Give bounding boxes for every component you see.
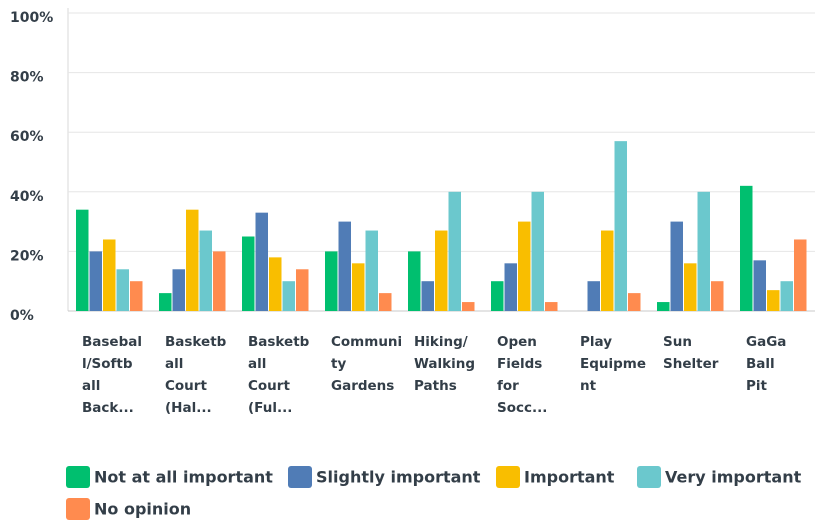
bar — [116, 269, 129, 311]
x-tick-label: Communi — [331, 334, 402, 350]
bar — [159, 293, 172, 311]
bar — [213, 251, 226, 311]
legend-swatch — [288, 466, 312, 488]
x-tick-label: Shelter — [663, 356, 719, 372]
y-tick-label: 20% — [10, 248, 44, 264]
x-tick-label: nt — [580, 378, 597, 394]
bar — [531, 191, 544, 311]
bar — [242, 236, 255, 311]
bar — [767, 290, 780, 311]
bar — [684, 263, 697, 311]
bar — [379, 293, 392, 311]
legend-swatch — [637, 466, 661, 488]
bar — [76, 209, 89, 311]
x-tick-label: all — [82, 378, 100, 394]
x-tick-label: Hiking/ — [414, 334, 468, 350]
bar — [628, 293, 641, 311]
x-tick-label: Ball — [746, 356, 775, 372]
legend-swatch — [66, 466, 90, 488]
bar — [670, 221, 683, 311]
x-tick-label: Basketb — [165, 334, 227, 350]
bar — [352, 263, 365, 311]
bar — [282, 281, 295, 311]
bar — [711, 281, 724, 311]
y-tick-label: 100% — [10, 10, 53, 26]
y-tick-label: 80% — [10, 70, 44, 86]
x-tick-label: Sun — [663, 334, 692, 350]
bar — [697, 191, 710, 311]
bar — [545, 302, 558, 311]
bar — [435, 230, 448, 311]
x-tick-label: Court — [248, 378, 290, 394]
x-tick-label: (Ful... — [248, 400, 292, 416]
x-tick-label: Court — [165, 378, 207, 394]
bar — [186, 209, 199, 311]
bar — [448, 191, 461, 311]
bar — [587, 281, 600, 311]
bar — [753, 260, 766, 311]
bar — [199, 230, 212, 311]
bar — [601, 230, 614, 311]
bar — [365, 230, 378, 311]
legend-label: Not at all important — [94, 468, 273, 487]
legend-label: Slightly important — [316, 468, 481, 487]
bar — [338, 221, 351, 311]
x-tick-label: Walking — [414, 356, 475, 372]
bar — [740, 185, 753, 311]
legend-label: No opinion — [94, 500, 191, 519]
legend-label: Important — [524, 468, 615, 487]
y-tick-label: 60% — [10, 129, 44, 145]
bar — [255, 212, 268, 311]
bar — [491, 281, 504, 311]
bar — [614, 141, 627, 311]
legend-swatch — [496, 466, 520, 488]
bar — [103, 239, 116, 311]
bar — [518, 221, 531, 311]
x-tick-label: Fields — [497, 356, 542, 372]
legend-label: Very important — [665, 468, 802, 487]
x-tick-label: Basketb — [248, 334, 310, 350]
legend-swatch — [66, 498, 90, 520]
bar — [794, 239, 807, 311]
bar — [269, 257, 282, 311]
bar — [657, 302, 670, 311]
x-tick-label: Gardens — [331, 378, 394, 394]
y-tick-label: 0% — [10, 308, 34, 324]
x-tick-label: all — [248, 356, 266, 372]
bar — [462, 302, 475, 311]
x-tick-label: Pit — [746, 378, 768, 394]
x-tick-label: Open — [497, 334, 537, 350]
x-tick-label: Back... — [82, 400, 134, 416]
x-tick-label: Paths — [414, 378, 457, 394]
bar — [130, 281, 143, 311]
bar — [296, 269, 309, 311]
bar — [408, 251, 421, 311]
x-tick-label: GaGa — [746, 334, 786, 350]
x-tick-label: l/Softb — [82, 356, 133, 372]
bar — [325, 251, 338, 311]
bar — [89, 251, 102, 311]
x-tick-label: Socc... — [497, 400, 547, 416]
x-tick-label: for — [497, 378, 519, 394]
x-tick-label: Equipme — [580, 356, 646, 372]
x-tick-label: ty — [331, 356, 346, 372]
x-tick-label: Basebal — [82, 334, 142, 350]
x-tick-label: (Hal... — [165, 400, 212, 416]
x-tick-label: Play — [580, 334, 612, 350]
x-tick-label: all — [165, 356, 183, 372]
bar — [780, 281, 793, 311]
bar — [504, 263, 517, 311]
bar — [421, 281, 434, 311]
y-tick-label: 40% — [10, 189, 44, 205]
bar — [172, 269, 185, 311]
